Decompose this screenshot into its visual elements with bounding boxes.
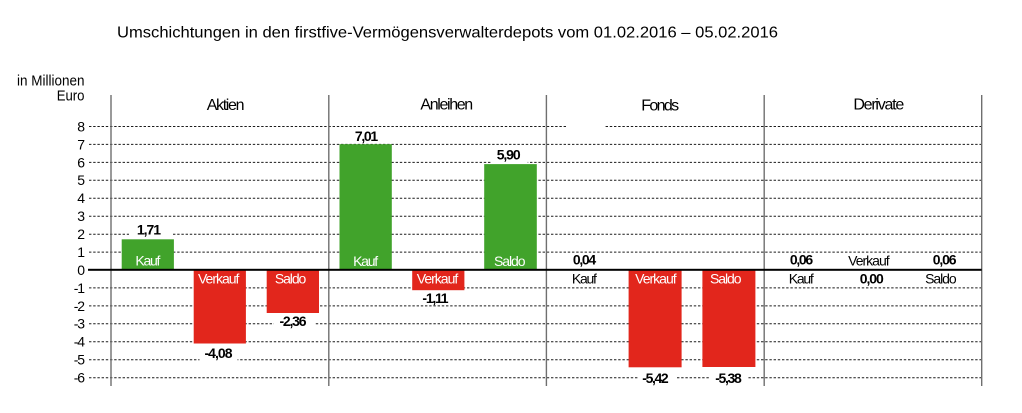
svg-text:Anleihen: Anleihen [420, 97, 473, 114]
svg-text:Saldo: Saldo [494, 253, 526, 269]
svg-text:6: 6 [77, 154, 85, 170]
svg-text:-2: -2 [74, 298, 86, 314]
svg-text:Verkauf: Verkauf [635, 271, 677, 287]
svg-text:-2,36: -2,36 [279, 313, 306, 329]
svg-text:Fonds: Fonds [641, 97, 679, 114]
svg-text:-1,11: -1,11 [422, 290, 448, 306]
svg-text:Umschichtungen in den firstfiv: Umschichtungen in den firstfive-Vermögen… [117, 24, 778, 41]
svg-text:Verkauf: Verkauf [417, 271, 459, 287]
svg-text:Kauf: Kauf [572, 271, 597, 287]
svg-text:4: 4 [77, 190, 85, 206]
svg-text:0: 0 [77, 262, 85, 278]
svg-text:5: 5 [77, 172, 85, 188]
svg-text:Verkauf: Verkauf [198, 271, 240, 287]
svg-text:-5,42: -5,42 [642, 370, 669, 386]
svg-text:7: 7 [77, 136, 85, 152]
svg-text:-6: -6 [74, 370, 86, 386]
svg-text:Verkauf: Verkauf [848, 252, 890, 268]
svg-text:Saldo: Saldo [275, 271, 307, 287]
svg-text:0,06: 0,06 [933, 252, 957, 268]
svg-text:-4,08: -4,08 [204, 345, 232, 361]
svg-text:Kauf: Kauf [789, 271, 814, 287]
svg-text:Euro: Euro [57, 88, 85, 105]
svg-text:Derivate: Derivate [853, 97, 904, 114]
svg-text:Aktien: Aktien [207, 97, 245, 114]
svg-text:1: 1 [77, 244, 85, 260]
svg-text:0,04: 0,04 [573, 252, 597, 268]
svg-text:0,00: 0,00 [860, 271, 884, 287]
svg-text:-3: -3 [74, 316, 86, 332]
svg-text:3: 3 [77, 208, 85, 224]
svg-text:2: 2 [77, 226, 85, 242]
svg-text:Saldo: Saldo [710, 271, 742, 287]
svg-text:8: 8 [77, 118, 85, 134]
svg-text:7,01: 7,01 [355, 128, 379, 144]
svg-text:Saldo: Saldo [925, 271, 957, 287]
svg-text:5,90: 5,90 [497, 147, 521, 163]
svg-text:-4: -4 [74, 334, 86, 350]
svg-text:-5,38: -5,38 [715, 370, 742, 386]
svg-text:-1: -1 [74, 280, 86, 296]
svg-text:-5: -5 [74, 352, 86, 368]
svg-text:Kauf: Kauf [135, 253, 160, 269]
svg-text:1,71: 1,71 [137, 222, 161, 238]
svg-text:0,06: 0,06 [790, 252, 814, 268]
svg-text:in Millionen: in Millionen [17, 73, 85, 90]
svg-text:Kauf: Kauf [353, 253, 378, 269]
